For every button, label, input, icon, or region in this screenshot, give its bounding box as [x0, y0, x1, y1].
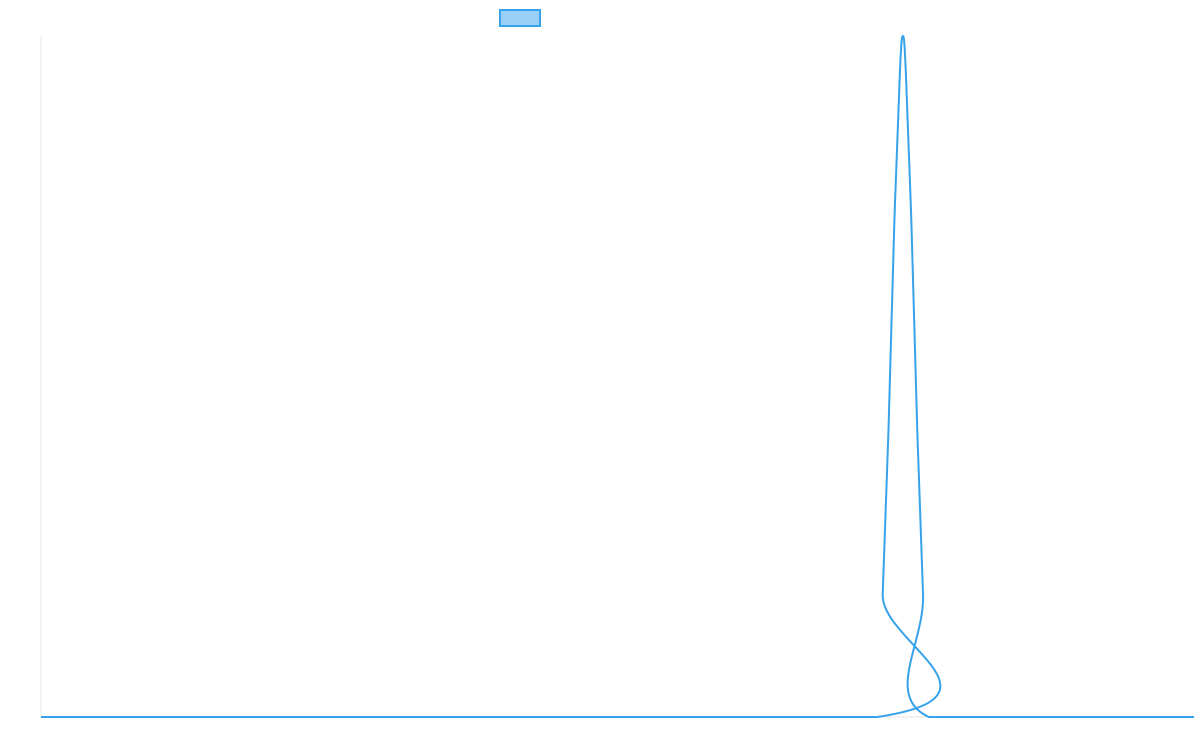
- series-layer: [40, 35, 1194, 719]
- axes: [40, 36, 1194, 718]
- series-line-0[interactable]: [40, 35, 1194, 719]
- legend[interactable]: [499, 9, 541, 27]
- legend-swatch-0[interactable]: [499, 9, 541, 27]
